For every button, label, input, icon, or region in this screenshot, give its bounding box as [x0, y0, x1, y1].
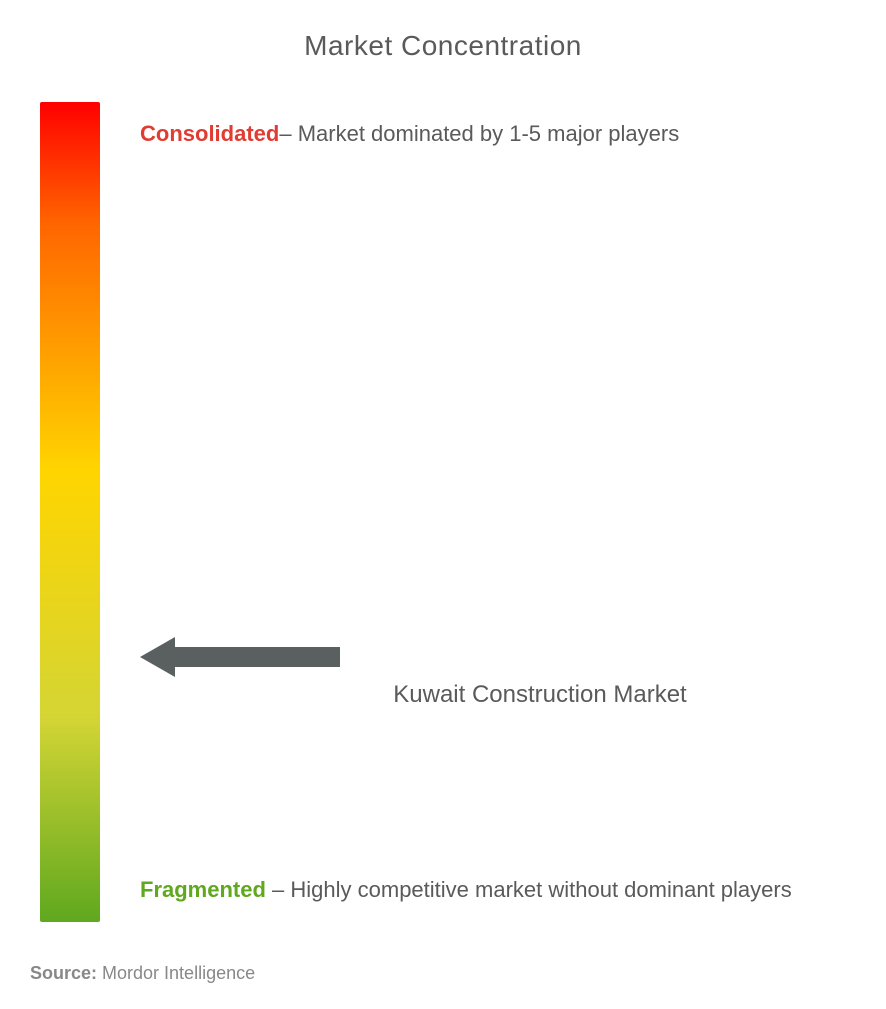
marker-arrow [140, 632, 340, 682]
text-area: Consolidated– Market dominated by 1-5 ma… [100, 102, 846, 922]
content-area: Consolidated– Market dominated by 1-5 ma… [40, 102, 846, 922]
market-name-label: Kuwait Construction Market [360, 677, 720, 713]
consolidated-section: Consolidated– Market dominated by 1-5 ma… [140, 112, 826, 156]
source-label: Source: [30, 963, 97, 983]
source-attribution: Source: Mordor Intelligence [30, 963, 255, 984]
consolidated-label: Consolidated [140, 121, 279, 146]
fragmented-label: Fragmented [140, 877, 266, 902]
arrow-left-icon [140, 632, 340, 682]
chart-title: Market Concentration [40, 30, 846, 62]
source-value: Mordor Intelligence [97, 963, 255, 983]
consolidated-description: – Market dominated by 1-5 major players [279, 121, 679, 146]
concentration-gradient-bar [40, 102, 100, 922]
fragmented-description: – Highly competitive market without domi… [266, 877, 792, 902]
fragmented-section: Fragmented – Highly competitive market w… [140, 868, 826, 912]
